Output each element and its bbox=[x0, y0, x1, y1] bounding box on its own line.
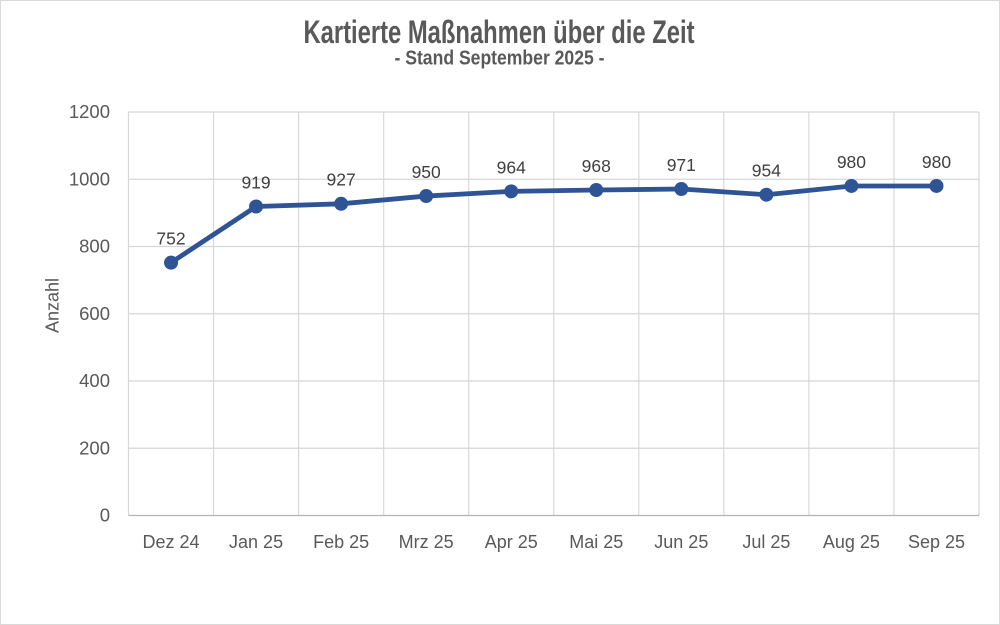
svg-text:980: 980 bbox=[922, 152, 951, 172]
svg-text:Feb 25: Feb 25 bbox=[313, 532, 369, 552]
svg-text:954: 954 bbox=[752, 161, 781, 181]
svg-text:Apr 25: Apr 25 bbox=[485, 532, 538, 552]
svg-text:- Stand September 2025 -: - Stand September 2025 - bbox=[395, 48, 605, 70]
svg-text:Jul 25: Jul 25 bbox=[742, 532, 790, 552]
svg-text:964: 964 bbox=[497, 157, 526, 177]
svg-text:Anzahl: Anzahl bbox=[43, 278, 63, 333]
svg-text:1000: 1000 bbox=[69, 168, 110, 189]
svg-text:Jan 25: Jan 25 bbox=[229, 532, 283, 552]
svg-text:Kartierte Maßnahmen über die Z: Kartierte Maßnahmen über die Zeit bbox=[304, 14, 695, 50]
svg-text:Sep 25: Sep 25 bbox=[908, 532, 965, 552]
svg-text:Jun 25: Jun 25 bbox=[654, 532, 708, 552]
svg-text:971: 971 bbox=[667, 155, 696, 175]
svg-text:919: 919 bbox=[241, 172, 270, 192]
svg-text:0: 0 bbox=[100, 505, 110, 526]
svg-text:Dez 24: Dez 24 bbox=[143, 532, 200, 552]
svg-text:600: 600 bbox=[79, 303, 110, 324]
svg-text:1200: 1200 bbox=[69, 101, 110, 122]
svg-text:752: 752 bbox=[156, 229, 185, 249]
svg-text:800: 800 bbox=[79, 236, 110, 257]
svg-text:Aug 25: Aug 25 bbox=[823, 532, 880, 552]
svg-text:927: 927 bbox=[327, 170, 356, 190]
svg-text:980: 980 bbox=[837, 152, 866, 172]
svg-text:400: 400 bbox=[79, 370, 110, 391]
svg-text:Mrz 25: Mrz 25 bbox=[399, 532, 454, 552]
svg-text:950: 950 bbox=[412, 162, 441, 182]
svg-text:968: 968 bbox=[582, 156, 611, 176]
svg-text:Mai 25: Mai 25 bbox=[569, 532, 623, 552]
svg-text:200: 200 bbox=[79, 437, 110, 458]
